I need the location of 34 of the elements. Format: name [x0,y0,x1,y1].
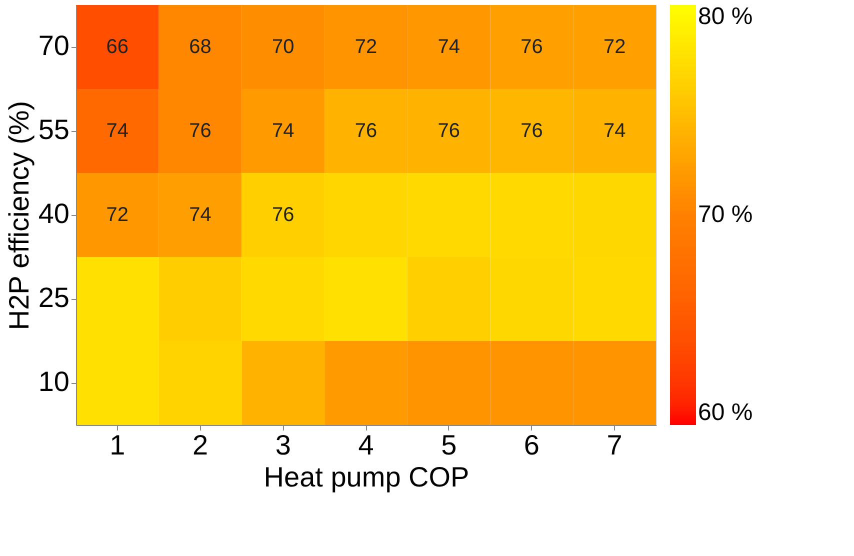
x-tick-label: 1 [110,430,126,460]
y-tick-label: 55 [38,114,70,145]
annotation: 74 [106,120,129,142]
annotation: 76 [189,120,212,142]
x-axis-title: Heat pump COP [264,462,470,492]
annotation: 76 [354,120,378,142]
x-tick-label: 3 [275,430,291,460]
annotation: 74 [603,120,626,142]
annotation: 72 [603,36,626,58]
y-tick-label: 10 [38,366,70,397]
y-tick-label: 40 [38,198,70,229]
x-tick-label: 6 [524,430,540,460]
annotation: 76 [438,120,460,142]
annotation: 72 [106,204,129,226]
x-tick-label: 4 [358,430,374,460]
color-bar-label: 80 % [698,3,753,30]
color-bar-label: 70 % [698,201,753,228]
annotation: 66 [106,36,129,58]
y-tick-label: 70 [38,30,70,61]
annotation: 68 [189,36,212,58]
annotation: 76 [520,36,543,58]
y-axis-title: H2P efficiency (%) [3,100,34,330]
x-tick-label: 7 [606,430,622,460]
annotation: 74 [272,120,294,142]
x-tick-label: 5 [441,430,457,460]
annotation: 76 [272,204,294,226]
annotation: 72 [354,36,378,58]
annotation: 70 [272,36,294,58]
color-bar-label: 60 % [698,399,753,426]
annotation: 76 [520,120,543,142]
x-tick-label: 2 [192,430,208,460]
annotation: 74 [438,36,460,58]
y-tick-label: 25 [38,282,70,313]
annotation: 74 [189,204,212,226]
